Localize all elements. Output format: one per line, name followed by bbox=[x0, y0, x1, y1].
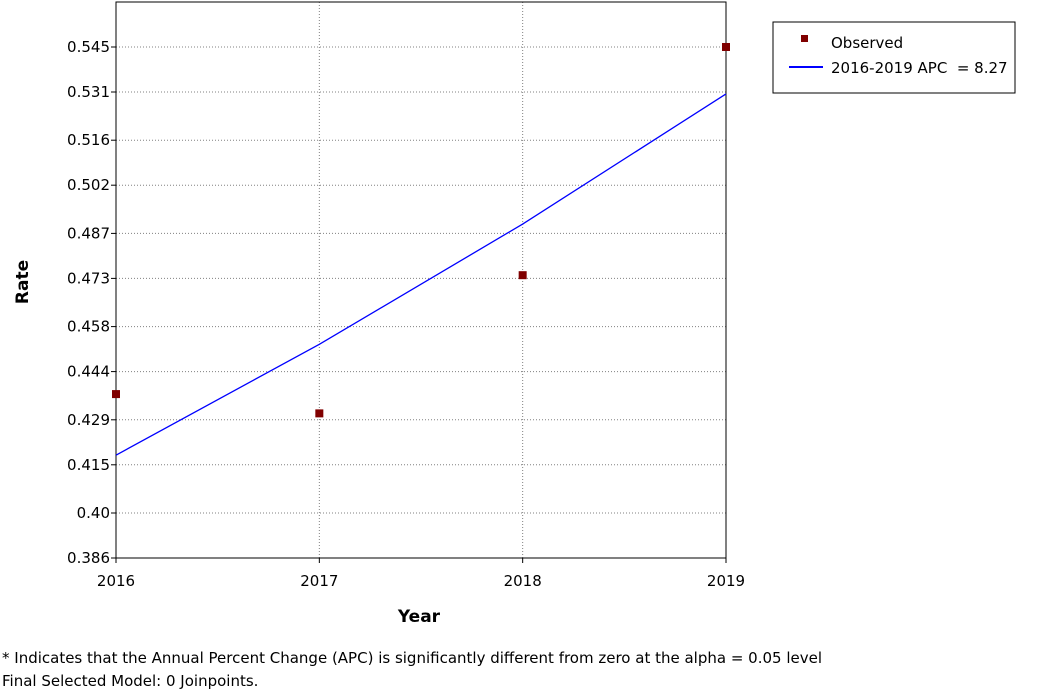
y-tick-label: 0.429 bbox=[67, 411, 110, 429]
legend: Observed 2016-2019 APC = 8.27 bbox=[772, 21, 1016, 94]
x-axis-title: Year bbox=[397, 607, 441, 627]
footnote-model: Final Selected Model: 0 Joinpoints. bbox=[2, 672, 259, 690]
x-tick-label: 2016 bbox=[97, 572, 135, 590]
x-axis: 2016 2017 2018 2019 bbox=[97, 558, 745, 590]
y-tick-label: 0.473 bbox=[67, 269, 110, 287]
y-tick-label: 0.40 bbox=[77, 504, 110, 522]
legend-observed-label: Observed bbox=[831, 34, 903, 52]
legend-trend-label: 2016-2019 APC = 8.27 bbox=[831, 59, 1008, 77]
y-tick-label: 0.502 bbox=[67, 176, 110, 194]
x-tick-label: 2019 bbox=[707, 572, 745, 590]
legend-observed-marker bbox=[801, 35, 808, 42]
observed-point bbox=[315, 409, 324, 418]
y-tick-label: 0.545 bbox=[67, 38, 110, 56]
y-axis: 0.386 0.40 0.415 0.429 0.444 0.458 0.473 0.487 0… bbox=[67, 38, 116, 567]
series-layer bbox=[112, 42, 730, 456]
y-tick-label: 0.386 bbox=[67, 549, 110, 567]
observed-point bbox=[112, 390, 120, 399]
y-tick-label: 0.415 bbox=[67, 456, 110, 474]
grid-lines bbox=[116, 2, 726, 558]
observed-point bbox=[722, 42, 730, 51]
plot-frame bbox=[115, 1, 727, 559]
y-axis-title: Rate bbox=[13, 260, 33, 304]
y-tick-label: 0.516 bbox=[67, 131, 110, 149]
joinpoint-chart: 0.386 0.40 0.415 0.429 0.444 0.458 0.473 0.487 0… bbox=[13, 1, 1016, 627]
y-tick-label: 0.487 bbox=[67, 224, 110, 242]
footnote-apc: * Indicates that the Annual Percent Chan… bbox=[2, 649, 822, 667]
x-tick-label: 2017 bbox=[300, 572, 338, 590]
y-tick-label: 0.531 bbox=[67, 83, 110, 101]
y-tick-label: 0.444 bbox=[67, 363, 110, 381]
trend-line bbox=[115, 93, 727, 456]
observed-point bbox=[518, 271, 527, 280]
y-tick-label: 0.458 bbox=[67, 318, 110, 336]
x-tick-label: 2018 bbox=[504, 572, 542, 590]
legend-box bbox=[772, 21, 1016, 94]
